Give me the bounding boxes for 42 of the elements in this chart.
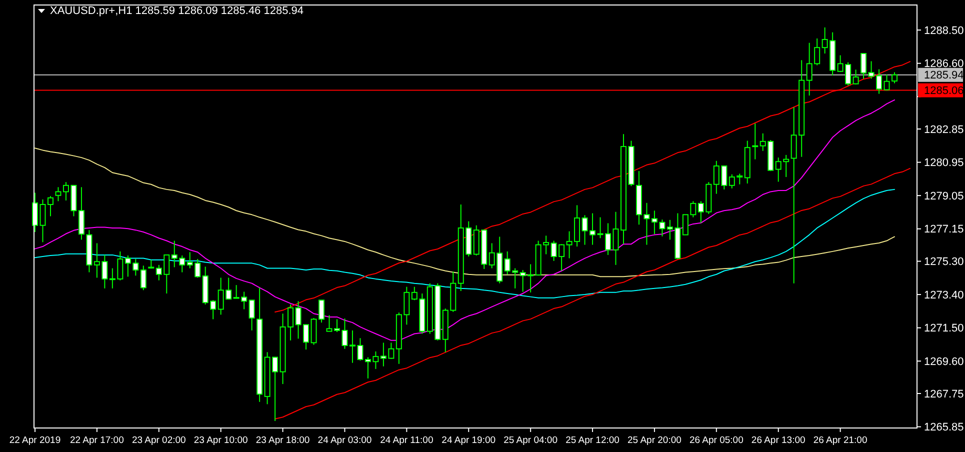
candlestick xyxy=(852,69,859,85)
candlestick xyxy=(55,186,62,202)
y-tick-label: 1269.60 xyxy=(924,356,964,368)
y-tick-label: 1286.60 xyxy=(924,58,964,70)
candlestick xyxy=(47,196,54,217)
y-tick-label: 1267.75 xyxy=(924,388,964,400)
line-series xyxy=(34,99,896,341)
y-tick-label: 1265.85 xyxy=(924,422,964,434)
candlestick xyxy=(78,186,84,240)
y-tick-label: 1279.05 xyxy=(924,190,964,202)
x-tick-label: 22 Apr 2019 xyxy=(9,435,61,446)
candlestick xyxy=(140,265,146,291)
x-tick-label: 25 Apr 04:00 xyxy=(504,435,558,446)
ref-line-label: 1285.06 xyxy=(924,85,964,98)
x-tick-label: 24 Apr 11:00 xyxy=(380,435,434,446)
x-tick-label: 25 Apr 12:00 xyxy=(566,435,620,446)
x-tick-label: 26 Apr 21:00 xyxy=(813,435,868,446)
line-series xyxy=(34,148,896,278)
line-series xyxy=(274,168,910,420)
chart-title: XAUUSD.pr+,H1 1285.59 1286.09 1285.46 1285.94 xyxy=(50,5,304,17)
y-tick-label: 1273.40 xyxy=(924,289,964,302)
candlestick xyxy=(248,300,255,331)
x-tick-label: 23 Apr 18:00 xyxy=(256,435,310,446)
y-tick-label: 1275.30 xyxy=(924,256,964,268)
x-tick-label: 26 Apr 05:00 xyxy=(689,435,744,446)
y-tick-label: 1288.50 xyxy=(924,24,964,37)
y-tick-label: 1277.15 xyxy=(924,224,964,236)
x-tick-label: 22 Apr 17:00 xyxy=(70,435,124,446)
y-tick-label: 1282.85 xyxy=(924,124,964,136)
y-tick-label: 1271.50 xyxy=(924,322,964,335)
x-tick-label: 26 Apr 13:00 xyxy=(751,435,806,446)
x-tick-label: 25 Apr 20:00 xyxy=(628,435,682,446)
x-tick-label: 23 Apr 02:00 xyxy=(132,435,186,446)
candlestick xyxy=(326,314,332,332)
x-tick-label: 24 Apr 19:00 xyxy=(442,435,496,446)
candlestick xyxy=(860,53,867,80)
ref-line-label: 1285.94 xyxy=(924,70,964,82)
x-tick-label: 23 Apr 10:00 xyxy=(194,435,248,446)
candlestick xyxy=(752,122,758,160)
line-series xyxy=(34,188,896,298)
x-tick-label: 24 Apr 03:00 xyxy=(318,435,372,446)
y-tick-label: 1280.95 xyxy=(924,157,964,170)
